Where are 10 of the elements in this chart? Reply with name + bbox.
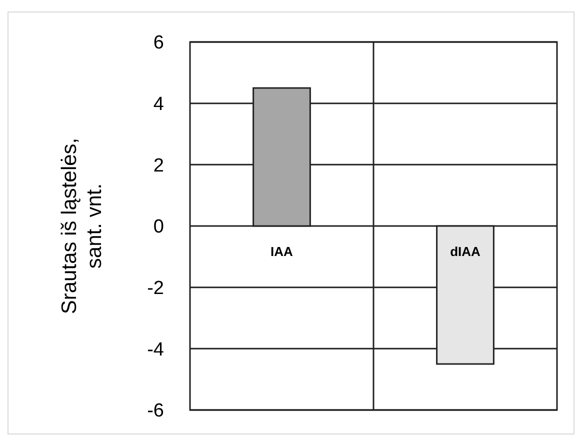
y-axis-title: Srautas iš ląstelės, sant. vnt.	[58, 138, 106, 314]
x-tick-label: IAA	[270, 244, 294, 259]
y-tick-label: -2	[147, 278, 164, 299]
y-tick-label: 2	[153, 155, 164, 176]
y-tick-label: 0	[153, 216, 164, 238]
y-tick-label: -6	[147, 400, 164, 422]
y-tick-label: 4	[153, 94, 164, 115]
y-tick-label: -4	[147, 339, 164, 360]
x-tick-label: dIAA	[450, 244, 482, 259]
y-tick-label: 6	[153, 32, 164, 54]
